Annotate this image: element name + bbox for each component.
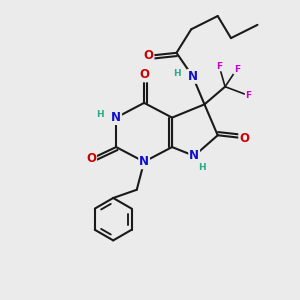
Text: O: O <box>139 68 149 81</box>
Text: N: N <box>139 155 149 168</box>
Text: O: O <box>86 152 96 165</box>
Text: O: O <box>239 132 249 145</box>
Text: N: N <box>188 70 198 83</box>
Text: H: H <box>198 163 205 172</box>
Text: F: F <box>246 91 252 100</box>
Text: H: H <box>96 110 104 118</box>
Text: N: N <box>111 111 121 124</box>
Text: F: F <box>216 61 222 70</box>
Text: N: N <box>189 149 199 162</box>
Text: H: H <box>174 69 181 78</box>
Text: O: O <box>143 49 154 62</box>
Text: F: F <box>234 64 240 74</box>
